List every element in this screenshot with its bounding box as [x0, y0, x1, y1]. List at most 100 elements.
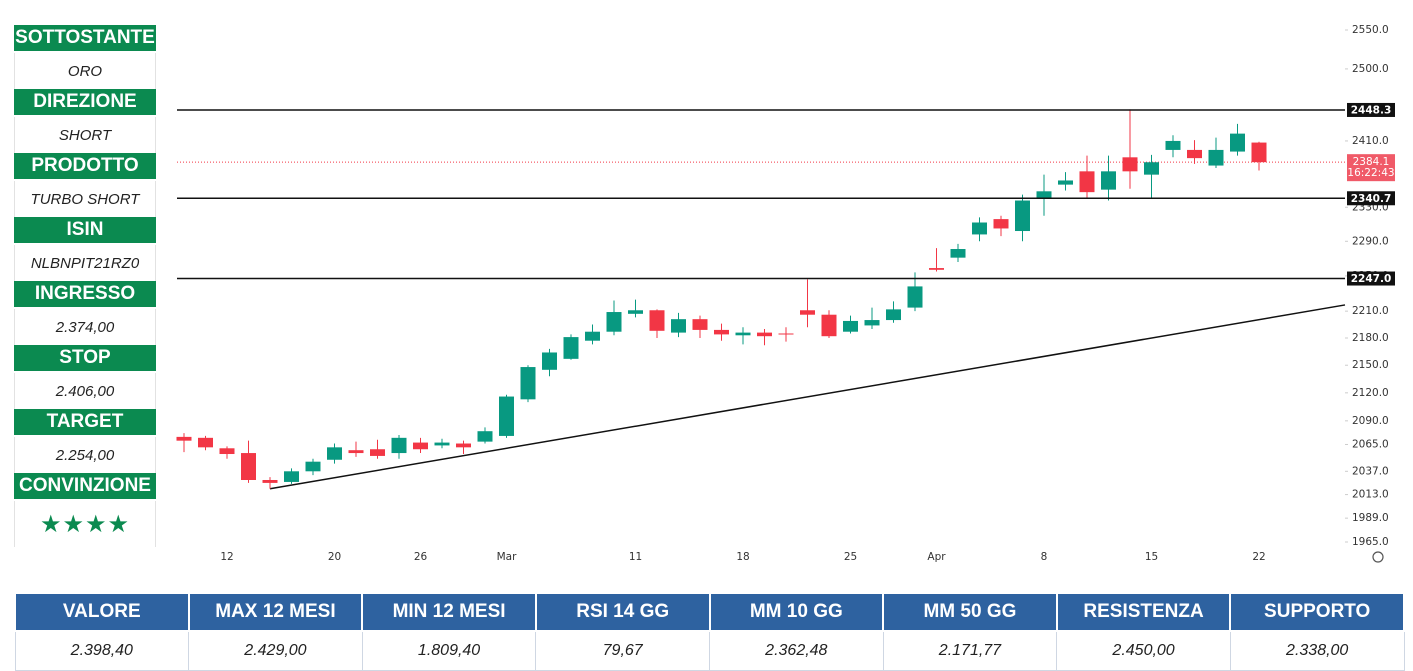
candle-body [1230, 133, 1245, 152]
x-tick-label: 18 [736, 551, 749, 563]
candle-body [1036, 191, 1052, 199]
candle-body [434, 442, 450, 446]
candle-body [305, 461, 321, 472]
x-tick-label: 8 [1041, 551, 1048, 563]
candle-body [241, 453, 256, 480]
sidebar-label: INGRESSO [14, 281, 156, 309]
y-tick-label: 2290.0 [1352, 235, 1389, 247]
sidebar-value: SHORT [14, 117, 156, 153]
x-tick-label: 25 [844, 551, 857, 563]
y-tick-label: 2090.0 [1352, 415, 1389, 427]
candle-body [800, 310, 815, 315]
column-header: MM 50 GG [882, 592, 1058, 632]
table-cell: 2.338,00 [1229, 630, 1405, 671]
sidebar-value: 2.374,00 [14, 309, 156, 345]
candle-body [262, 479, 278, 483]
settings-icon [1372, 551, 1384, 563]
sidebar-value: ORO [14, 53, 156, 89]
candle-body [585, 331, 600, 341]
sidebar-value: 2.406,00 [14, 373, 156, 409]
candle-body [1251, 142, 1267, 163]
x-tick-label: 20 [328, 551, 341, 563]
candle-body [219, 448, 235, 455]
candle-body [198, 437, 213, 448]
candle-body [972, 222, 987, 235]
sidebar-label: TARGET [14, 409, 156, 437]
x-tick-label: Apr [927, 551, 946, 563]
candle-body [757, 332, 772, 337]
candle-body [692, 319, 708, 330]
column-header: RSI 14 GG [534, 592, 711, 632]
candle-body [348, 450, 364, 454]
candle-body [886, 309, 901, 321]
x-tick-label: 15 [1145, 551, 1158, 563]
candle-body [1058, 180, 1073, 185]
candle-body [1187, 149, 1202, 159]
table-cell: 2.450,00 [1056, 630, 1231, 671]
candle-body [821, 314, 837, 337]
sidebar-value: NLBNPIT21RZ0 [14, 245, 156, 281]
y-tick-label: 1965.0 [1352, 536, 1389, 548]
y-tick-label: 2550.0 [1352, 24, 1389, 36]
candle-body [176, 436, 192, 441]
sidebar-label: STOP [14, 345, 156, 373]
candle-body [735, 332, 751, 336]
table-cell: 1.809,40 [361, 630, 537, 671]
level-label-box [1347, 102, 1395, 117]
sidebar-label: CONVINZIONE [14, 473, 156, 501]
column-header: MIN 12 MESI [361, 592, 537, 632]
chart: 1965.0 1989.0 2013.0 2037.0 2065.0 2090.0 2120… [176, 24, 1395, 563]
table-cell: 2.429,00 [188, 630, 363, 671]
y-tick-label: 2410.0 [1352, 135, 1389, 147]
level-label-box [1347, 191, 1395, 206]
header-row: VALORE MAX 12 MESI MIN 12 MESI RSI 14 GG MM … [14, 592, 1405, 632]
level-label: 2340.7 [1351, 193, 1392, 205]
x-tick-label: 26 [414, 551, 428, 563]
y-tick-label: 2120.0 [1352, 387, 1389, 399]
candle-body [671, 319, 686, 333]
level-label: 2448.3 [1351, 104, 1392, 116]
candle-body [907, 286, 923, 308]
candle-body [950, 249, 966, 258]
candle-body [327, 447, 342, 460]
candle-body [413, 442, 428, 450]
candle-body [843, 320, 858, 332]
candle-body [1101, 171, 1116, 190]
sidebar-label: PRODOTTO [14, 153, 156, 181]
column-header: SUPPORTO [1229, 592, 1405, 632]
table-cell: 2.171,77 [882, 630, 1058, 671]
candle-body [929, 268, 944, 270]
candle-body [1015, 200, 1030, 232]
candle-body [499, 396, 514, 436]
y-tick-label: 2013.0 [1352, 489, 1389, 501]
x-tick-label: Mar [497, 551, 517, 563]
candle-body [649, 310, 665, 331]
y-tick-label: 2180.0 [1352, 332, 1389, 344]
table-cell: 79,67 [535, 630, 710, 671]
last-price-label: 2384.1 [1353, 156, 1390, 168]
candle-body [477, 431, 493, 442]
y-tick-label: 2037.0 [1352, 465, 1389, 477]
column-header: VALORE [14, 592, 190, 632]
candle-body [456, 443, 471, 448]
candle-body [1208, 149, 1224, 166]
sidebar-label: ISIN [14, 217, 156, 245]
level-label: 2247.0 [1351, 273, 1392, 285]
candle-body [606, 312, 622, 332]
x-tick-label: 22 [1252, 551, 1265, 563]
candle-body [1144, 162, 1159, 175]
y-tick-label: 2500.0 [1352, 63, 1389, 75]
candle-body [1079, 171, 1095, 193]
countdown-label: 16:22:43 [1347, 167, 1394, 179]
sidebar-value: TURBO SHORT [14, 181, 156, 217]
last-price-box [1347, 154, 1395, 182]
candle-body [520, 367, 536, 400]
column-header: RESISTENZA [1055, 592, 1232, 632]
candle-body [714, 329, 729, 335]
sidebar: SOTTOSTANTE ORO DIREZIONE SHORT PRODOTTO TURB… [14, 25, 156, 547]
table-cell: 2.398,40 [14, 630, 190, 671]
y-tick-label: 1989.0 [1352, 512, 1389, 524]
candle-body [628, 310, 643, 314]
candle-body [542, 352, 557, 370]
